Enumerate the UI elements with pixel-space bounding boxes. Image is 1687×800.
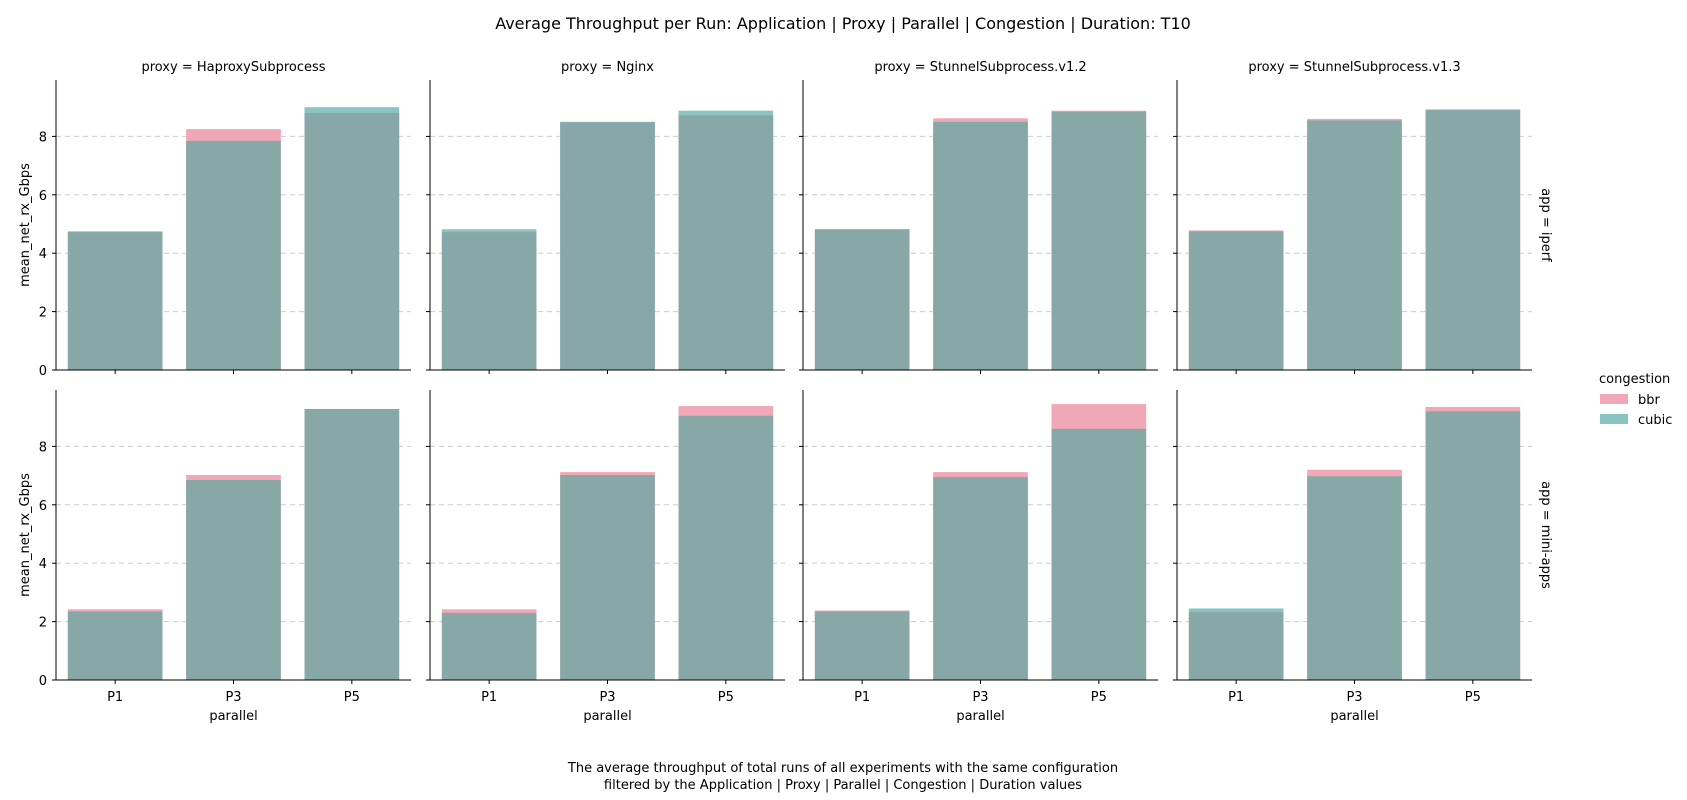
bar-overlap-P5 — [304, 113, 400, 370]
bar-overlap-P5 — [678, 115, 774, 370]
panel-0-2: proxy = StunnelSubprocess.v1.2 — [799, 60, 1158, 374]
caption-line-1: The average throughput of total runs of … — [567, 761, 1118, 776]
panel-1-2: P1 P3 P5 parallel — [799, 390, 1158, 724]
x-tick-label: P3 — [972, 690, 988, 705]
panel-1-0: P1 P3 P5 0 2 4 6 8 parallel — [39, 390, 411, 724]
x-tick-label: P3 — [1346, 690, 1362, 705]
bar-overlap-P3 — [933, 121, 1028, 370]
y-axis-label: mean_net_rx_Gbps — [18, 163, 33, 287]
x-tick-label: P1 — [107, 690, 123, 705]
bar-overlap-P5 — [1425, 411, 1521, 680]
panel-1-3: P1 P3 P5 parallel — [1173, 390, 1532, 724]
y-tick-label: 0 — [39, 364, 47, 379]
bar-overlap-P1 — [67, 232, 163, 370]
bar-overlap-P1 — [441, 232, 537, 370]
col-title: proxy = StunnelSubprocess.v1.3 — [1248, 60, 1460, 75]
bar-overlap-P1 — [441, 612, 537, 680]
legend-label-bbr: bbr — [1638, 393, 1661, 408]
legend-label-cubic: cubic — [1638, 413, 1672, 428]
x-axis-label: parallel — [1330, 709, 1378, 724]
x-tick-label: P5 — [718, 690, 734, 705]
bar-overlap-P3 — [1307, 120, 1402, 370]
y-tick-label: 2 — [39, 306, 47, 321]
legend: congestion bbr cubic — [1599, 372, 1672, 428]
x-axis-label: parallel — [956, 709, 1004, 724]
caption-line-2: filtered by the Application | Proxy | Pa… — [604, 778, 1082, 793]
y-axis-label: mean_net_rx_Gbps — [18, 473, 33, 597]
legend-title: congestion — [1599, 372, 1670, 387]
y-tick-label: 8 — [39, 130, 47, 145]
col-title: proxy = StunnelSubprocess.v1.2 — [874, 60, 1086, 75]
panel-1-1: P1 P3 P5 parallel — [426, 390, 785, 724]
x-tick-label: P1 — [1228, 690, 1244, 705]
bar-overlap-P3 — [186, 140, 281, 370]
row-title: app = iperf — [1538, 188, 1553, 262]
y-tick-label: 6 — [39, 189, 47, 204]
row-title: app = mini-apps — [1538, 481, 1553, 589]
y-tick-label: 0 — [39, 674, 47, 689]
x-tick-label: P3 — [225, 690, 241, 705]
legend-swatch-cubic — [1600, 414, 1628, 424]
chart-title: Average Throughput per Run: Application … — [495, 14, 1191, 33]
bar-overlap-P5 — [304, 409, 400, 680]
y-tick-label: 6 — [39, 499, 47, 514]
panels-group: 0 2 4 6 8 proxy = HaproxySubprocess proxy = Ng… — [18, 60, 1553, 724]
bar-overlap-P5 — [1425, 109, 1521, 370]
panel-0-1: proxy = Nginx — [426, 60, 785, 374]
bar-overlap-P1 — [814, 229, 910, 370]
x-tick-label: P5 — [344, 690, 360, 705]
bar-overlap-P1 — [814, 611, 910, 680]
bar-overlap-P5 — [1051, 111, 1147, 370]
bar-overlap-P3 — [186, 479, 281, 680]
x-tick-label: P1 — [854, 690, 870, 705]
y-tick-label: 2 — [39, 616, 47, 631]
x-axis-label: parallel — [583, 709, 631, 724]
panel-0-0: 0 2 4 6 8 proxy = HaproxySubprocess — [39, 60, 411, 379]
bar-overlap-P3 — [1307, 476, 1402, 680]
y-tick-label: 4 — [39, 557, 47, 572]
x-axis-label: parallel — [209, 709, 257, 724]
bar-overlap-P5 — [1051, 428, 1147, 680]
x-tick-label: P5 — [1091, 690, 1107, 705]
bar-overlap-P1 — [1188, 612, 1284, 680]
y-tick-label: 8 — [39, 440, 47, 455]
bar-overlap-P1 — [67, 611, 163, 680]
bar-overlap-P1 — [1188, 231, 1284, 370]
col-title: proxy = HaproxySubprocess — [141, 60, 325, 75]
panel-0-3: proxy = StunnelSubprocess.v1.3 — [1173, 60, 1532, 374]
x-tick-label: P3 — [599, 690, 615, 705]
x-tick-label: P5 — [1465, 690, 1481, 705]
bar-overlap-P3 — [933, 477, 1028, 680]
bar-overlap-P3 — [560, 122, 655, 370]
x-tick-label: P1 — [481, 690, 497, 705]
bar-overlap-P5 — [678, 415, 774, 680]
bar-overlap-P3 — [560, 475, 655, 680]
legend-swatch-bbr — [1600, 394, 1628, 404]
y-tick-label: 4 — [39, 247, 47, 262]
col-title: proxy = Nginx — [561, 60, 654, 75]
